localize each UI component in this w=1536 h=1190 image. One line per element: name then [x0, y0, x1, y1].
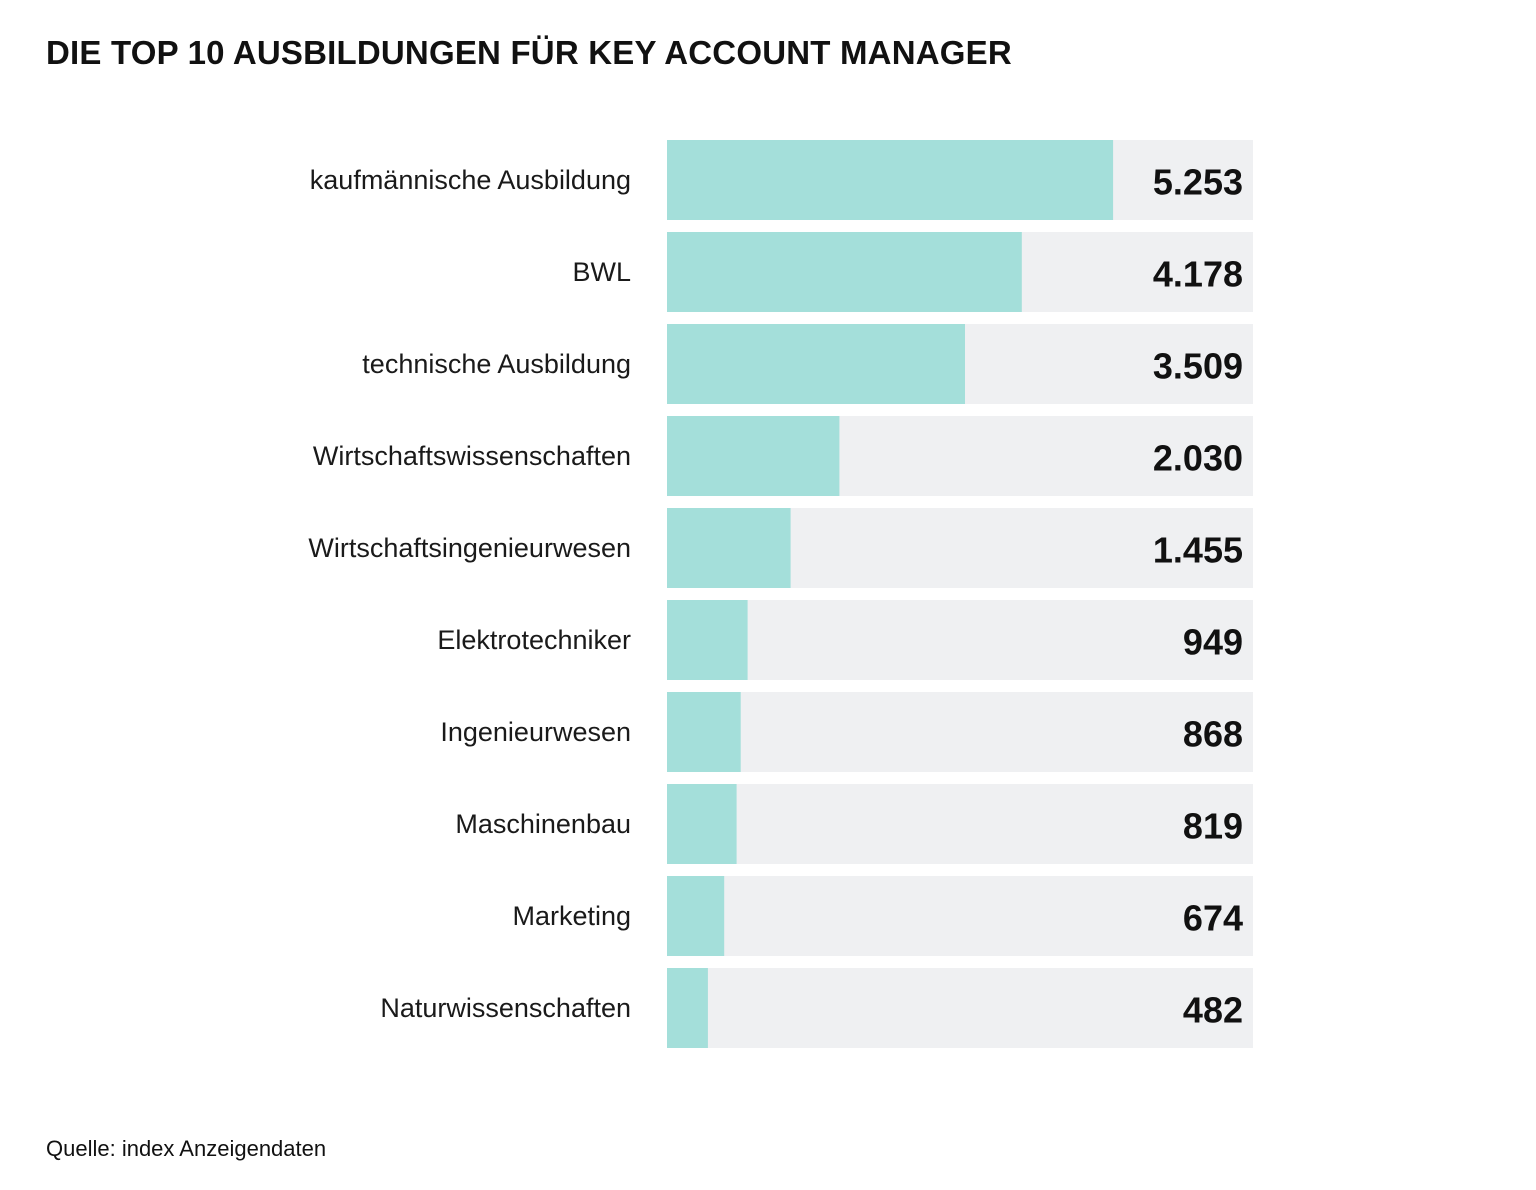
value-label: 868: [1183, 714, 1243, 755]
bar-track: [667, 968, 1253, 1048]
category-label: Wirtschaftswissenschaften: [313, 441, 631, 471]
category-label: Marketing: [512, 901, 631, 931]
bar: [667, 508, 791, 588]
bar-track: [667, 600, 1253, 680]
value-label: 5.253: [1153, 162, 1243, 203]
bar: [667, 600, 748, 680]
bar-row: kaufmännische Ausbildung 5.253: [310, 140, 1253, 220]
bar: [667, 232, 1022, 312]
bar: [667, 416, 840, 496]
bar-track: [667, 692, 1253, 772]
value-label: 2.030: [1153, 438, 1243, 479]
bar-row: Wirtschaftsingenieurwesen 1.455: [308, 508, 1253, 588]
bar: [667, 784, 737, 864]
bar-row: Elektrotechniker 949: [437, 600, 1253, 680]
category-label: technische Ausbildung: [362, 349, 631, 379]
category-label: BWL: [572, 257, 631, 287]
bar-row: Ingenieurwesen 868: [440, 692, 1253, 772]
value-label: 4.178: [1153, 254, 1243, 295]
value-label: 3.509: [1153, 346, 1243, 387]
bar-row: BWL 4.178: [572, 232, 1253, 312]
bar-row: technische Ausbildung 3.509: [362, 324, 1253, 404]
bar: [667, 692, 741, 772]
value-label: 482: [1183, 990, 1243, 1031]
value-label: 819: [1183, 806, 1243, 847]
bar-row: Marketing 674: [512, 876, 1253, 956]
bar-row: Naturwissenschaften 482: [380, 968, 1253, 1048]
chart-title: DIE TOP 10 AUSBILDUNGEN FÜR KEY ACCOUNT …: [46, 34, 1012, 71]
value-label: 1.455: [1153, 530, 1243, 571]
bar: [667, 140, 1114, 220]
bar: [667, 968, 708, 1048]
category-label: Ingenieurwesen: [440, 717, 631, 747]
category-label: Elektrotechniker: [437, 625, 631, 655]
bar: [667, 324, 965, 404]
category-label: kaufmännische Ausbildung: [310, 165, 631, 195]
value-label: 674: [1183, 898, 1243, 939]
category-label: Naturwissenschaften: [380, 993, 631, 1023]
bar-row: Wirtschaftswissenschaften 2.030: [313, 416, 1253, 496]
category-label: Wirtschaftsingenieurwesen: [308, 533, 631, 563]
bar-track: [667, 784, 1253, 864]
category-label: Maschinenbau: [455, 809, 631, 839]
source-note: Quelle: index Anzeigendaten: [46, 1136, 327, 1161]
bar-track: [667, 876, 1253, 956]
value-label: 949: [1183, 622, 1243, 663]
bar-row: Maschinenbau 819: [455, 784, 1253, 864]
bar: [667, 876, 725, 956]
